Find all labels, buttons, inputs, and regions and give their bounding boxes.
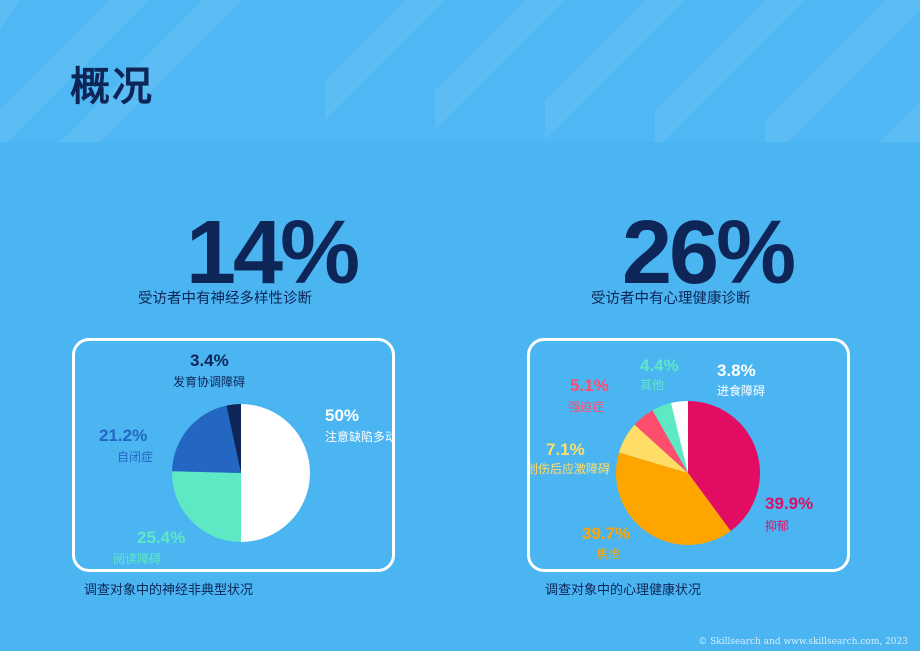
- pie-slice: [241, 404, 310, 542]
- slice-value-label: 39.9%: [765, 494, 813, 513]
- slice-value-label: 21.2%: [99, 426, 147, 445]
- slice-value-label: 50%: [325, 406, 359, 425]
- slice-value-label: 4.4%: [640, 356, 679, 375]
- neuro-chart-caption: 调查对象中的神经非典型状况: [84, 583, 254, 598]
- header-stripes: [0, 0, 920, 142]
- slice-category-label: 自闭症: [117, 449, 153, 464]
- slice-category-label: 进食障碍: [717, 383, 765, 398]
- slice-category-label: 阅读障碍: [113, 551, 161, 566]
- pie-slice: [688, 401, 761, 531]
- slice-value-label: 39.7%: [582, 524, 630, 543]
- slice-category-label: 抑郁: [765, 518, 789, 533]
- stat-mental-health-caption: 受访者中有心理健康诊断: [591, 291, 751, 307]
- slice-category-label: 创伤后应激障碍: [530, 461, 610, 476]
- stat-neurodiverse-value: 14%: [186, 203, 360, 303]
- slice-value-label: 7.1%: [546, 440, 585, 459]
- stat-mental-health-value: 26%: [622, 203, 796, 303]
- pie-slice: [616, 452, 731, 545]
- slice-category-label: 焦虑: [596, 547, 620, 561]
- mental-chart-panel: 39.9% 抑郁 39.7% 焦虑 7.1% 创伤后应激障碍 5.1% 强迫症 4.4% 其他 3.…: [527, 338, 850, 572]
- slice-category-label: 强迫症: [568, 399, 604, 414]
- footer-copyright: © Skillsearch and www.skillsearch.com, 2…: [698, 637, 908, 647]
- page-title: 概况: [70, 64, 154, 110]
- slice-category-label: 注意缺陷多动障碍: [325, 429, 392, 444]
- slice-value-label: 3.8%: [717, 361, 756, 380]
- slice-value-label: 3.4%: [190, 351, 229, 370]
- pie-slice: [670, 401, 688, 473]
- pie-slice: [634, 410, 688, 473]
- mental-health-pie-chart: 39.9% 抑郁 39.7% 焦虑 7.1% 创伤后应激障碍 5.1% 强迫症 4.4% 其他 3.…: [530, 356, 813, 561]
- neurodiverse-pie-chart: 50% 注意缺陷多动障碍 25.4% 阅读障碍 21.2% 自闭症 3.4% 发育协调障碍: [99, 351, 392, 566]
- stat-neurodiverse-caption: 受访者中有神经多样性诊断: [138, 291, 312, 307]
- pie-slice: [171, 471, 241, 542]
- header-band: [0, 0, 920, 142]
- slice-value-label: 5.1%: [570, 376, 609, 395]
- mental-chart-caption: 调查对象中的心理健康状况: [545, 583, 702, 598]
- slice-category-label: 发育协调障碍: [173, 374, 245, 389]
- neuro-chart-panel: 50% 注意缺陷多动障碍 25.4% 阅读障碍 21.2% 自闭症 3.4% 发育协调障碍: [72, 338, 395, 572]
- slice-value-label: 25.4%: [137, 528, 185, 547]
- pie-slice: [172, 405, 241, 473]
- pie-slice: [618, 424, 688, 473]
- slice-category-label: 其他: [640, 378, 664, 392]
- pie-slice: [652, 403, 688, 473]
- pie-slice: [226, 404, 241, 473]
